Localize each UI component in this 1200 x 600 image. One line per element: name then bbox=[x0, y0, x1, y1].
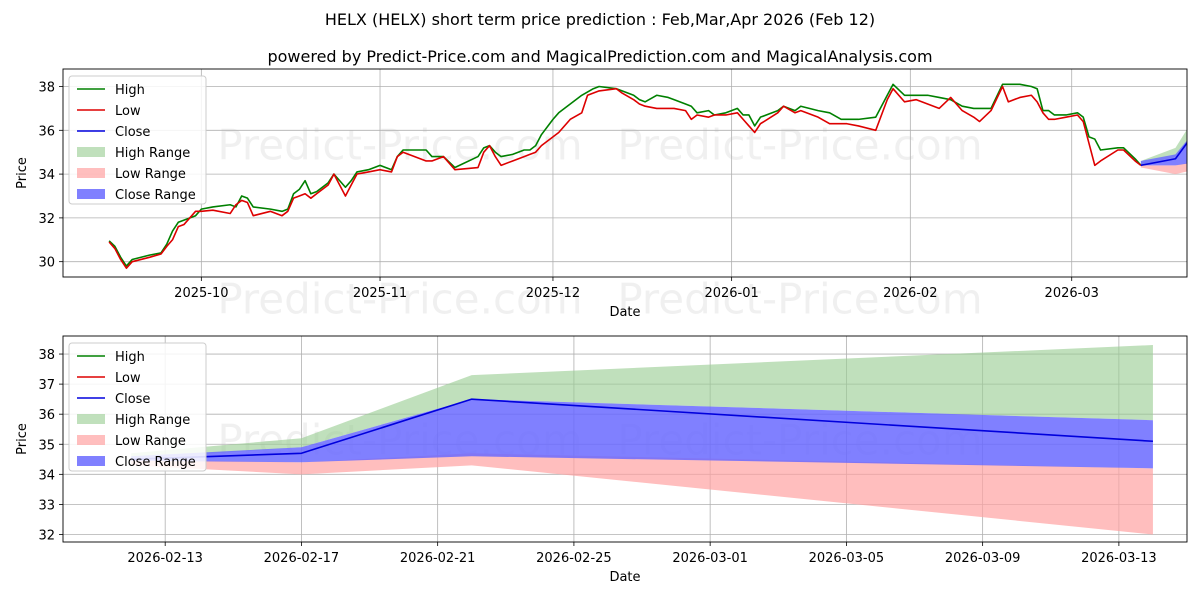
legend-label-low: Low bbox=[115, 371, 141, 386]
watermark-text: Predict-Price.com bbox=[217, 121, 582, 170]
y-tick-label: 36 bbox=[38, 408, 55, 423]
watermark-text: Predict-Price.com bbox=[617, 274, 982, 323]
legend-swatch-close-range bbox=[77, 456, 105, 466]
low-range-band bbox=[131, 453, 1153, 535]
legend-label-close: Close bbox=[115, 392, 150, 407]
y-tick-label: 38 bbox=[38, 348, 55, 363]
low-series-line bbox=[108, 85, 1142, 270]
y-tick-label: 37 bbox=[38, 378, 55, 393]
y-tick-label: 34 bbox=[38, 168, 55, 183]
x-axis-label: Date bbox=[609, 570, 640, 585]
legend-label-high-range: High Range bbox=[115, 413, 190, 428]
high-series-line bbox=[108, 83, 1142, 267]
axes-frame bbox=[62, 68, 1188, 278]
x-tick-label: 2026-02-13 bbox=[127, 551, 203, 566]
legend-swatch-close-range bbox=[77, 189, 105, 199]
watermark-text: Predict-Price.com bbox=[217, 274, 582, 323]
close-range-band bbox=[131, 399, 1153, 469]
y-tick-label: 32 bbox=[38, 528, 55, 543]
x-tick-label: 2026-02-17 bbox=[264, 551, 340, 566]
y-tick-label: 35 bbox=[38, 438, 55, 453]
history-panel: Predict-Price.com Predict-Price.com Predic… bbox=[15, 68, 1188, 323]
legend-swatch-low-range bbox=[77, 435, 105, 445]
y-tick-label: 38 bbox=[38, 81, 55, 96]
legend-label-close: Close bbox=[115, 125, 150, 140]
close-series-line bbox=[1140, 141, 1187, 167]
legend-swatch-high-range bbox=[77, 147, 105, 157]
watermark-text: Predict-Price.com bbox=[617, 121, 982, 170]
high-range-band bbox=[1140, 129, 1187, 166]
close-series-line bbox=[131, 398, 1153, 461]
x-tick-label: 2026-03-09 bbox=[945, 551, 1021, 566]
high-range-band bbox=[131, 345, 1153, 460]
legend-swatch-high-range bbox=[77, 414, 105, 424]
forecast-panel: Predict-Price.comPredict-Price.com2026-0… bbox=[15, 335, 1188, 585]
x-tick-label: 2026-03-13 bbox=[1081, 551, 1157, 566]
legend: High Low Close High Range Low Range Close Ran… bbox=[68, 342, 207, 472]
y-axis-label: Price bbox=[15, 157, 30, 189]
legend-label-high: High bbox=[115, 350, 145, 365]
legend-label-close-range: Close Range bbox=[115, 455, 196, 470]
x-tick-label: 2025-12 bbox=[526, 286, 580, 301]
close-range-band bbox=[1140, 140, 1187, 166]
legend-label-low-range: Low Range bbox=[115, 434, 186, 449]
x-tick-label: 2026-02 bbox=[883, 286, 937, 301]
x-tick-label: 2026-03-05 bbox=[809, 551, 885, 566]
legend-label-high-range: High Range bbox=[115, 146, 190, 161]
axes-frame bbox=[62, 335, 1188, 543]
y-axis-label: Price bbox=[15, 423, 30, 455]
y-tick-label: 32 bbox=[38, 212, 55, 227]
chart-title: HELX (HELX) short term price prediction … bbox=[325, 10, 875, 29]
legend-label-low: Low bbox=[115, 104, 141, 119]
legend-label-high: High bbox=[115, 83, 145, 98]
y-tick-label: 30 bbox=[38, 256, 55, 271]
x-tick-label: 2026-02-21 bbox=[400, 551, 476, 566]
low-range-band bbox=[1140, 162, 1187, 175]
legend: High Low Close High Range Low Range Close Ran… bbox=[68, 75, 207, 205]
x-tick-label: 2026-01 bbox=[704, 286, 758, 301]
legend-label-low-range: Low Range bbox=[115, 167, 186, 182]
y-tick-label: 36 bbox=[38, 124, 55, 139]
chart-subtitle: powered by Predict-Price.com and Magical… bbox=[267, 47, 932, 66]
x-tick-label: 2026-03-01 bbox=[672, 551, 748, 566]
x-tick-label: 2026-03 bbox=[1045, 286, 1099, 301]
x-tick-label: 2025-11 bbox=[353, 286, 407, 301]
y-tick-label: 33 bbox=[38, 498, 55, 513]
x-tick-label: 2025-10 bbox=[174, 286, 228, 301]
x-tick-label: 2026-02-25 bbox=[536, 551, 612, 566]
legend-label-close-range: Close Range bbox=[115, 188, 196, 203]
x-axis-label: Date bbox=[609, 305, 640, 320]
y-tick-label: 34 bbox=[38, 468, 55, 483]
legend-swatch-low-range bbox=[77, 168, 105, 178]
